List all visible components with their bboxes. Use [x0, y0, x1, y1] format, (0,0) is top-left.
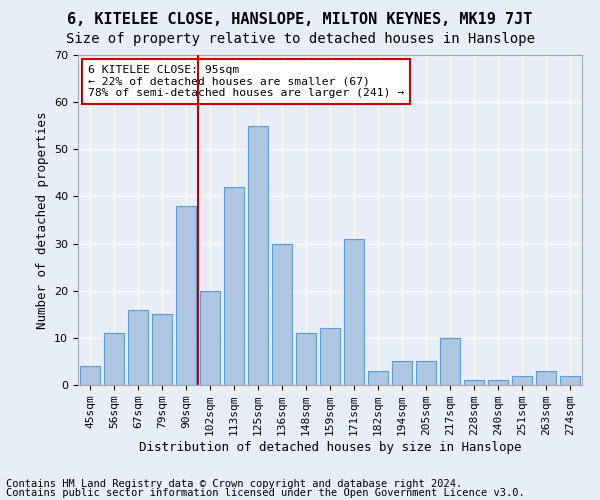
Text: 6 KITELEE CLOSE: 95sqm
← 22% of detached houses are smaller (67)
78% of semi-det: 6 KITELEE CLOSE: 95sqm ← 22% of detached… [88, 65, 404, 98]
Bar [416, 362, 436, 385]
Bar [512, 376, 532, 385]
Bar [488, 380, 508, 385]
Bar [152, 314, 172, 385]
Bar [176, 206, 196, 385]
Bar [440, 338, 460, 385]
Bar [200, 290, 220, 385]
Text: Size of property relative to detached houses in Hanslope: Size of property relative to detached ho… [65, 32, 535, 46]
Bar [392, 362, 412, 385]
Bar [128, 310, 148, 385]
Bar [464, 380, 484, 385]
Text: Contains HM Land Registry data © Crown copyright and database right 2024.: Contains HM Land Registry data © Crown c… [6, 479, 462, 489]
Bar [344, 239, 364, 385]
Bar [296, 333, 316, 385]
X-axis label: Distribution of detached houses by size in Hanslope: Distribution of detached houses by size … [139, 441, 521, 454]
Bar [320, 328, 340, 385]
Y-axis label: Number of detached properties: Number of detached properties [35, 112, 49, 329]
Bar [536, 371, 556, 385]
Text: 6, KITELEE CLOSE, HANSLOPE, MILTON KEYNES, MK19 7JT: 6, KITELEE CLOSE, HANSLOPE, MILTON KEYNE… [67, 12, 533, 28]
Bar [272, 244, 292, 385]
Bar [248, 126, 268, 385]
Bar [560, 376, 580, 385]
Bar [80, 366, 100, 385]
Text: Contains public sector information licensed under the Open Government Licence v3: Contains public sector information licen… [6, 488, 525, 498]
Bar [104, 333, 124, 385]
Bar [368, 371, 388, 385]
Bar [224, 187, 244, 385]
